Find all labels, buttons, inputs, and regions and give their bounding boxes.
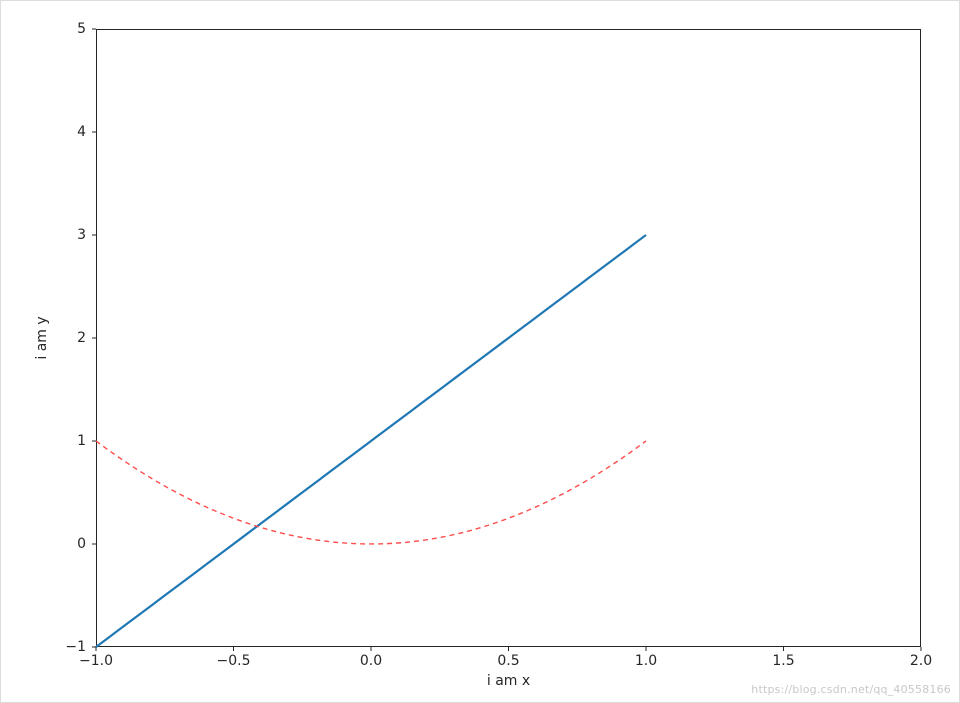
y-tick-label: 1 [77,433,86,449]
y-tick-label: 3 [77,227,86,243]
y-tick-label: 4 [77,124,86,140]
x-tick-label: 2.0 [910,653,932,669]
chart-frame: i am x i am y https://blog.csdn.net/qq_4… [0,0,960,703]
x-tick-label: 1.5 [772,653,794,669]
y-tick-label: 0 [77,536,86,552]
y-tick-label: 2 [77,330,86,346]
chart-svg [96,29,921,647]
plot-area [96,29,921,647]
x-tick-label: 1.0 [635,653,657,669]
y-tick-label: −1 [65,639,86,655]
x-tick-label: −1.0 [79,653,113,669]
y-tick-label: 5 [77,21,86,37]
x-tick-label: 0.5 [497,653,519,669]
x-tick-label: −0.5 [217,653,251,669]
series-linear [96,235,646,647]
x-axis-label: i am x [487,673,530,689]
series-quadratic [96,441,646,544]
y-axis-label: i am y [34,316,50,359]
x-tick-label: 0.0 [360,653,382,669]
watermark-text: https://blog.csdn.net/qq_40558166 [751,683,951,696]
